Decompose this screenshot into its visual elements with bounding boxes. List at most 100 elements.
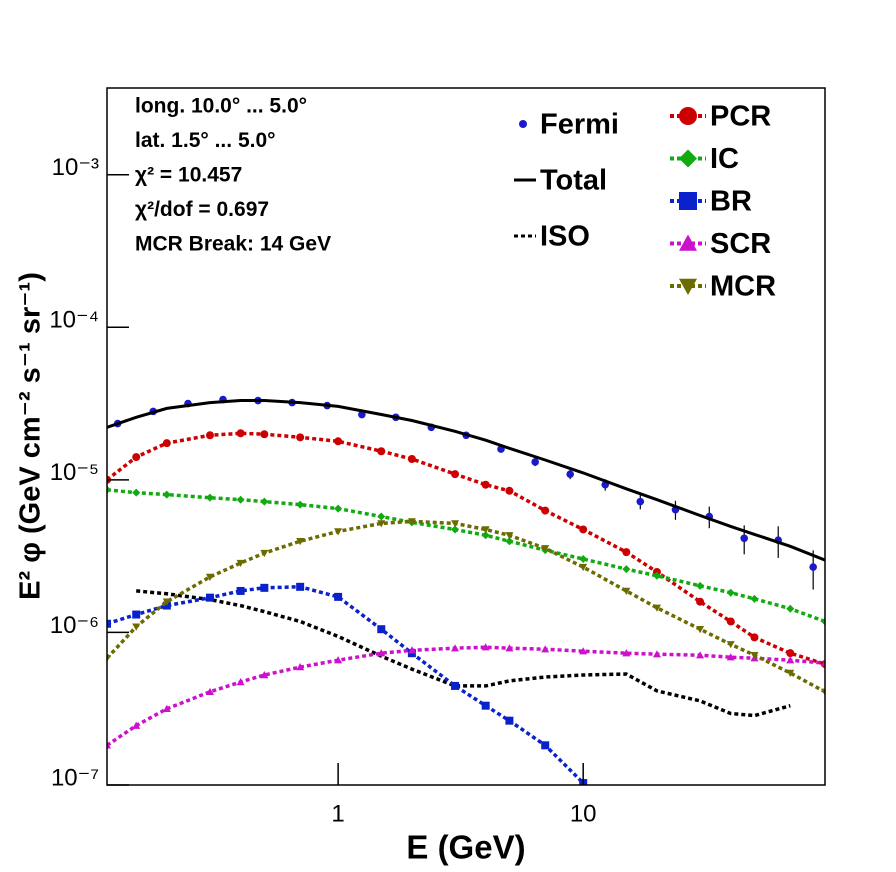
marker [579, 554, 588, 563]
marker [541, 741, 550, 750]
marker [132, 623, 141, 631]
legend-label: MCR [710, 271, 776, 303]
marker [107, 741, 111, 749]
y-axis-label: E² φ (GeV cm⁻² s⁻¹ sr⁻¹) [15, 272, 47, 600]
y-tick-label: 10⁻⁵ [50, 459, 99, 486]
marker [622, 548, 631, 557]
marker [652, 571, 661, 580]
marker [260, 670, 269, 679]
series-line [107, 399, 825, 562]
marker [809, 563, 817, 571]
marker [407, 518, 416, 526]
marker [481, 526, 490, 534]
marker [260, 583, 269, 592]
marker [296, 663, 305, 671]
x-axis-label: E (GeV) [406, 829, 525, 866]
marker [451, 470, 460, 479]
marker [205, 431, 214, 440]
marker [107, 485, 111, 494]
marker [505, 644, 514, 652]
marker [205, 687, 214, 696]
marker [407, 646, 416, 654]
marker [541, 545, 550, 553]
marker [821, 659, 825, 667]
marker [505, 537, 514, 546]
marker [696, 597, 705, 606]
marker [205, 493, 214, 502]
series-line [107, 645, 825, 747]
marker [696, 625, 705, 634]
marker [566, 470, 574, 478]
marker [296, 582, 305, 591]
marker [451, 644, 460, 652]
annotation: χ²/dof = 0.697 [135, 198, 269, 221]
marker [652, 604, 661, 612]
y-tick-label: 10⁻⁶ [50, 612, 99, 639]
legend-label: Total [540, 165, 607, 197]
marker [622, 587, 631, 595]
marker [481, 480, 490, 489]
legend-label: Fermi [540, 109, 619, 141]
marker [296, 433, 305, 442]
marker [162, 490, 171, 499]
legend-label: IC [710, 143, 739, 175]
marker [260, 497, 269, 506]
legend-label: BR [710, 186, 752, 218]
legend-label: ISO [540, 221, 590, 253]
marker [377, 512, 386, 521]
marker [821, 617, 825, 626]
marker [726, 641, 735, 649]
marker [334, 656, 343, 664]
marker [236, 678, 245, 686]
marker [505, 532, 514, 540]
x-tick-label: 10 [570, 800, 597, 827]
marker [107, 654, 111, 663]
annotation: lat. 1.5° ... 5.0° [135, 129, 276, 152]
marker [541, 506, 550, 515]
marker [132, 488, 141, 497]
marker [726, 588, 735, 597]
marker [407, 454, 416, 463]
marker [377, 625, 386, 634]
marker [236, 559, 245, 568]
marker [296, 500, 305, 509]
annotation: χ² = 10.457 [135, 164, 242, 187]
marker [519, 120, 527, 128]
marker [377, 447, 386, 456]
marker [481, 531, 490, 540]
marker [750, 652, 759, 660]
marker [377, 520, 386, 528]
marker [679, 149, 697, 168]
marker [726, 653, 735, 661]
marker [750, 594, 759, 603]
marker [696, 581, 705, 590]
marker [132, 721, 141, 729]
marker [786, 604, 795, 613]
plot-area [107, 395, 825, 785]
marker [334, 592, 343, 601]
marker [236, 429, 245, 438]
marker [679, 278, 697, 295]
y-tick-label: 10⁻³ [52, 154, 99, 181]
marker [162, 439, 171, 448]
marker [334, 504, 343, 513]
marker [451, 681, 460, 690]
x-tick-label: 1 [331, 800, 344, 827]
marker [260, 430, 269, 439]
marker [579, 647, 588, 655]
marker [132, 453, 141, 462]
marker [132, 610, 141, 619]
marker [636, 497, 645, 506]
marker [107, 619, 111, 628]
series-line [107, 488, 825, 624]
marker [236, 586, 245, 595]
marker [579, 525, 588, 534]
marker [162, 598, 171, 606]
marker [236, 495, 245, 504]
marker [740, 534, 748, 543]
series-line [107, 431, 825, 666]
series-line [107, 519, 825, 694]
marker [679, 107, 697, 125]
marker [481, 643, 490, 651]
